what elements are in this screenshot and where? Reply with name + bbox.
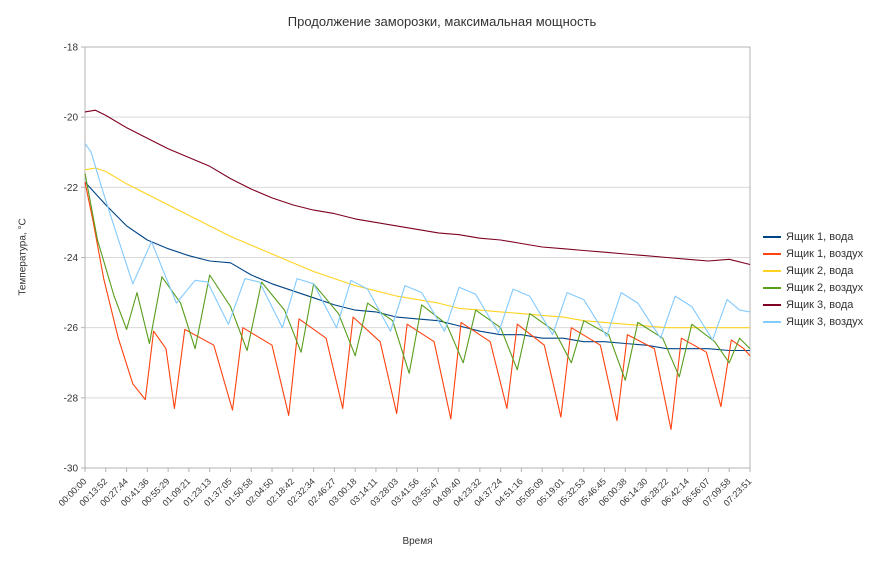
- legend-item: Ящик 2, вода: [763, 264, 863, 277]
- y-axis-title: Температура, °C: [17, 218, 29, 296]
- legend-item: Ящик 1, вода: [763, 230, 863, 243]
- series-line-3: [84, 167, 750, 329]
- series-line-6: [84, 143, 751, 341]
- legend-label: Ящик 3, воздух: [786, 315, 864, 328]
- legend-swatch: [763, 320, 781, 323]
- series-line-2: [84, 181, 751, 430]
- legend-swatch: [763, 235, 781, 238]
- legend-swatch: [763, 286, 781, 289]
- chart-title: Продолжение заморозки, максимальная мощн…: [287, 14, 597, 29]
- legend-swatch: [763, 269, 781, 272]
- y-tick-label: -26: [64, 323, 79, 334]
- y-tick-label: -22: [64, 183, 79, 194]
- legend-label: Ящик 2, воздух: [786, 281, 864, 294]
- y-tick-label: -28: [64, 393, 79, 404]
- legend-label: Ящик 1, вода: [786, 230, 854, 243]
- legend-item: Ящик 3, воздух: [763, 315, 863, 328]
- legend-item: Ящик 3, вода: [763, 298, 863, 311]
- legend-swatch: [763, 303, 781, 306]
- y-tick-label: -18: [64, 43, 79, 54]
- series-line-1: [84, 181, 750, 352]
- y-tick-label: -20: [64, 113, 79, 124]
- y-tick-label: -30: [64, 464, 79, 475]
- legend-label: Ящик 1, воздух: [786, 247, 864, 260]
- legend: Ящик 1, вода Ящик 1, воздух Ящик 2, вода Ящ…: [763, 230, 863, 328]
- x-axis-title: Время: [402, 536, 433, 547]
- legend-label: Ящик 3, вода: [786, 298, 854, 311]
- legend-item: Ящик 1, воздух: [763, 247, 863, 260]
- series-line-5: [84, 109, 751, 266]
- series-line-4: [84, 173, 751, 381]
- y-tick-label: -24: [64, 253, 79, 264]
- legend-swatch: [763, 252, 781, 255]
- legend-label: Ящик 2, вода: [786, 264, 854, 277]
- legend-item: Ящик 2, воздух: [763, 281, 863, 294]
